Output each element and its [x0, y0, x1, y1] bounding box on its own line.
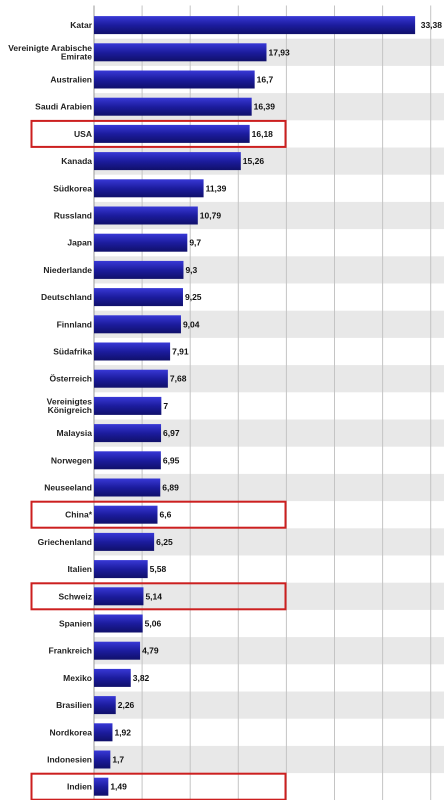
value-label-italien: 5,58 [150, 564, 167, 574]
category-label-schweiz: Schweiz [58, 591, 92, 601]
value-label-saudi-arabien: 16,39 [254, 102, 276, 112]
value-label-indien: 1,49 [110, 782, 127, 792]
category-label-indien: Indien [67, 782, 92, 792]
category-label-italien: Italien [67, 564, 92, 574]
highlight-boxes [30, 119, 287, 800]
category-label-suedkorea: Südkorea [53, 183, 92, 193]
category-labels: Katar Vereinigte Arabische Emirate Australi… [8, 20, 92, 792]
bar-nordkorea [94, 723, 113, 742]
value-label-japan: 9,7 [189, 238, 201, 248]
bar-usa [94, 124, 250, 143]
category-label-kanada: Kanada [61, 156, 92, 166]
bar-malaysia [94, 424, 162, 443]
value-label-spanien: 5,06 [145, 619, 162, 629]
bar-frankreich [94, 641, 141, 660]
category-label-deutschland: Deutschland [41, 292, 92, 302]
category-label-japan: Japan [67, 238, 92, 248]
bar-norwegen [94, 451, 161, 470]
bar-deutschland [94, 288, 183, 307]
category-label-indonesien: Indonesien [47, 755, 92, 765]
bar-griechenland [94, 532, 155, 551]
category-label-norwegen: Norwegen [51, 455, 92, 465]
value-label-vereinigte-arabische-emirate: 17,93 [268, 47, 290, 57]
highlight-box-china [30, 500, 287, 529]
category-label-nordkorea: Nordkorea [49, 727, 92, 737]
value-label-katar: 33,38 [421, 20, 443, 30]
value-label-vereinigtes-koenigreich: 7 [163, 401, 168, 411]
value-label-brasilien: 2,26 [118, 700, 135, 710]
value-labels: 33,38 17,93 16,7 16,39 16,18 15,26 11,39 10,79 9… [110, 20, 442, 792]
bar-brasilien [94, 696, 116, 715]
category-label-usa: USA [74, 129, 92, 139]
bar-vereinigte-arabische-emirate [94, 43, 267, 62]
value-label-oesterreich: 7,68 [170, 374, 187, 384]
bar-neuseeland [94, 478, 161, 497]
bar-saudi-arabien [94, 97, 252, 116]
value-label-nordkorea: 1,92 [114, 727, 131, 737]
category-label-mexiko: Mexiko [63, 673, 92, 683]
category-label-vereinigtes-koenigreich: Vereinigtes Königreich [47, 396, 93, 415]
value-label-usa: 16,18 [252, 129, 274, 139]
bar-oesterreich [94, 369, 168, 388]
category-label-griechenland: Griechenland [38, 537, 92, 547]
value-label-griechenland: 6,25 [156, 537, 173, 547]
highlight-box-usa [30, 119, 287, 148]
category-label-katar: Katar [70, 20, 92, 30]
value-label-russland: 10,79 [200, 211, 222, 221]
value-label-neuseeland: 6,89 [162, 483, 179, 493]
bar-kanada [94, 152, 241, 171]
row-stripe [94, 745, 444, 774]
bar-mexiko [94, 668, 131, 687]
highlight-box-schweiz [30, 582, 287, 611]
row-stripe [94, 691, 444, 719]
category-label-suedafrika: Südafrika [53, 347, 92, 357]
bar-indonesien [94, 750, 111, 769]
category-label-saudi-arabien: Saudi Arabien [35, 102, 92, 112]
value-label-indonesien: 1,7 [112, 755, 124, 765]
category-label-frankreich: Frankreich [49, 646, 92, 656]
value-label-australien: 16,7 [257, 75, 274, 85]
bar-suedkorea [94, 179, 204, 198]
bar-russland [94, 206, 198, 225]
bar-suedafrika [94, 342, 171, 361]
category-label-russland: Russland [54, 211, 92, 221]
value-label-deutschland: 9,25 [185, 292, 202, 302]
value-label-finnland: 9,04 [183, 319, 200, 329]
category-label-vereinigte-arabische-emirate: Vereinigte Arabische Emirate [8, 43, 92, 62]
category-label-oesterreich: Österreich [49, 374, 92, 384]
value-label-kanada: 15,26 [243, 156, 265, 166]
bar-australien [94, 70, 255, 89]
bar-schweiz [94, 587, 144, 606]
bar-vereinigtes-koenigreich [94, 396, 162, 415]
category-label-spanien: Spanien [59, 619, 92, 629]
category-label-finnland: Finnland [57, 319, 92, 329]
bar-italien [94, 560, 148, 579]
category-label-australien: Australien [50, 75, 92, 85]
value-label-schweiz: 5,14 [145, 591, 162, 601]
value-label-malaysia: 6,97 [163, 428, 180, 438]
bar-finnland [94, 315, 181, 334]
row-stripe [94, 582, 444, 610]
bar-indien [94, 777, 109, 796]
bar-japan [94, 233, 188, 252]
value-label-norwegen: 6,95 [163, 455, 180, 465]
bar-katar [94, 16, 416, 35]
row-stripe [94, 637, 444, 665]
bar-spanien [94, 614, 143, 633]
value-label-frankreich: 4,79 [142, 646, 159, 656]
category-label-malaysia: Malaysia [57, 428, 93, 438]
value-label-suedkorea: 11,39 [206, 183, 227, 193]
category-label-brasilien: Brasilien [56, 700, 92, 710]
bar-niederlande [94, 260, 184, 279]
bars [94, 16, 416, 796]
bar-china [94, 505, 158, 524]
value-label-china: 6,6 [159, 510, 171, 520]
category-label-neuseeland: Neuseeland [44, 483, 92, 493]
value-label-mexiko: 3,82 [133, 673, 150, 683]
category-label-china: China* [65, 510, 93, 520]
category-label-niederlande: Niederlande [43, 265, 92, 275]
value-label-suedafrika: 7,91 [172, 347, 189, 357]
value-label-niederlande: 9,3 [185, 265, 197, 275]
